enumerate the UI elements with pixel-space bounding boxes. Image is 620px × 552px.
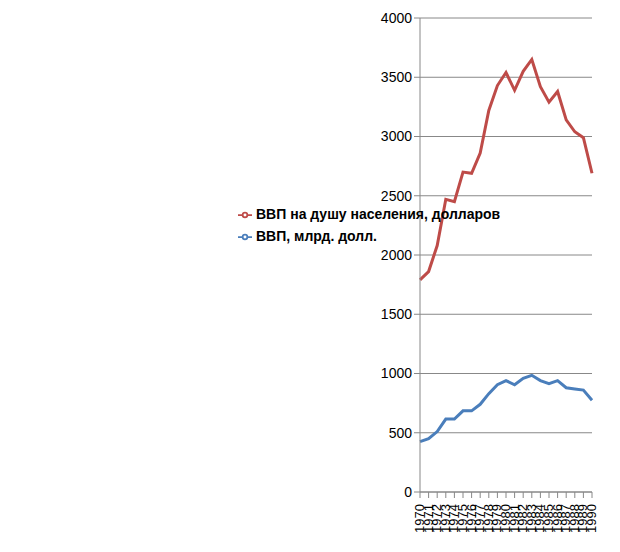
svg-text:3500: 3500 — [381, 69, 412, 85]
svg-text:0: 0 — [404, 484, 412, 500]
svg-text:1981: 1981 — [506, 504, 522, 533]
svg-text:1985: 1985 — [541, 504, 556, 533]
svg-text:500: 500 — [389, 425, 413, 441]
html-text:ВВП на душу населения, долларо: ВВП на душу населения, долларов — [256, 206, 501, 222]
svg-text:1973: 1973 — [437, 504, 453, 533]
svg-text:1976: 1976 — [463, 504, 479, 533]
svg-text:2500: 2500 — [381, 188, 412, 204]
svg-text:3000: 3000 — [381, 128, 412, 144]
svg-text:1972: 1972 — [429, 504, 445, 533]
svg-text:1974: 1974 — [446, 504, 462, 533]
svg-text:1989: 1989 — [575, 504, 591, 533]
html-text:ВВП, млрд. долл.: ВВП, млрд. долл. — [256, 228, 377, 244]
svg-text:1986: 1986 — [549, 504, 565, 533]
svg-text:1975: 1975 — [455, 504, 470, 533]
svg-text:1984: 1984 — [532, 504, 548, 533]
svg-text:1988: 1988 — [566, 504, 582, 533]
svg-text:1000: 1000 — [381, 365, 412, 381]
svg-text:1979: 1979 — [489, 504, 505, 533]
svg-text:4000: 4000 — [381, 10, 412, 26]
svg-text:1990: 1990 — [584, 504, 599, 533]
svg-text:1970: 1970 — [412, 504, 427, 533]
svg-text:1982: 1982 — [515, 504, 531, 533]
svg-text:1500: 1500 — [381, 306, 412, 322]
svg-text:1983: 1983 — [523, 504, 539, 533]
svg-text:1971: 1971 — [420, 504, 436, 533]
svg-text:2000: 2000 — [381, 247, 412, 263]
svg-text:1978: 1978 — [480, 504, 496, 533]
svg-text:1980: 1980 — [498, 504, 513, 533]
svg-text:1987: 1987 — [558, 504, 574, 533]
svg-text:1977: 1977 — [472, 504, 488, 533]
